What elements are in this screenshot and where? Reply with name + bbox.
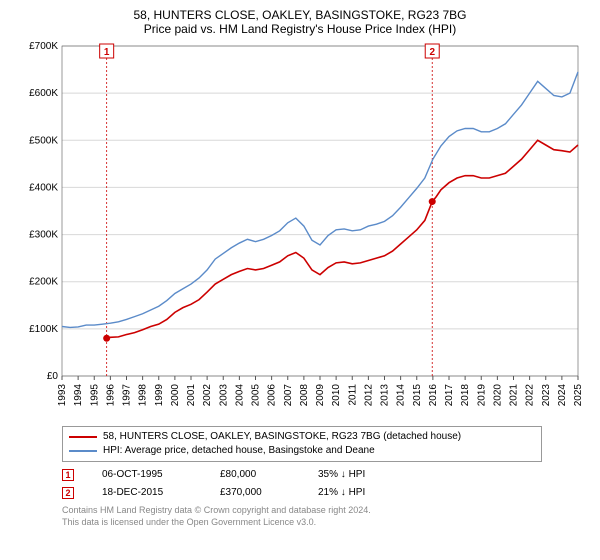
svg-text:2023: 2023 — [541, 384, 552, 407]
svg-text:2017: 2017 — [444, 384, 455, 407]
svg-text:1995: 1995 — [89, 384, 100, 407]
chart-area: £0 £100K £200K £300K £400K £500K £600K £700K 199… — [12, 40, 588, 420]
svg-text:2002: 2002 — [202, 384, 213, 407]
legend: 58, HUNTERS CLOSE, OAKLEY, BASINGSTOKE, … — [62, 426, 542, 462]
svg-text:2000: 2000 — [170, 384, 181, 407]
svg-text:2013: 2013 — [380, 384, 391, 407]
svg-text:2014: 2014 — [396, 384, 407, 407]
svg-text:2007: 2007 — [283, 384, 294, 407]
svg-text:2005: 2005 — [251, 384, 262, 407]
sale-date: 18-DEC-2015 — [102, 484, 192, 502]
svg-text:1993: 1993 — [57, 384, 68, 407]
svg-text:2001: 2001 — [186, 384, 197, 407]
chart-title: 58, HUNTERS CLOSE, OAKLEY, BASINGSTOKE, … — [12, 8, 588, 22]
svg-text:1996: 1996 — [105, 384, 116, 407]
svg-text:£600K: £600K — [29, 88, 58, 99]
chart-container: 58, HUNTERS CLOSE, OAKLEY, BASINGSTOKE, … — [0, 0, 600, 560]
chart-subtitle: Price paid vs. HM Land Registry's House … — [12, 22, 588, 36]
svg-text:2004: 2004 — [234, 384, 245, 407]
svg-text:2021: 2021 — [509, 384, 520, 407]
svg-text:2011: 2011 — [347, 384, 358, 406]
svg-text:2025: 2025 — [573, 384, 584, 407]
svg-text:£700K: £700K — [29, 41, 58, 52]
svg-text:2016: 2016 — [428, 384, 439, 407]
svg-text:2003: 2003 — [218, 384, 229, 407]
legend-swatch — [69, 436, 97, 438]
svg-text:2010: 2010 — [331, 384, 342, 407]
legend-swatch — [69, 450, 97, 452]
line-chart: £0 £100K £200K £300K £400K £500K £600K £700K 199… — [12, 40, 588, 420]
sale-marker: 1 — [62, 469, 74, 481]
sale-date: 06-OCT-1995 — [102, 466, 192, 484]
legend-item-property: 58, HUNTERS CLOSE, OAKLEY, BASINGSTOKE, … — [69, 430, 535, 444]
svg-text:£300K: £300K — [29, 230, 58, 241]
svg-text:1999: 1999 — [154, 384, 165, 407]
sale-price: £80,000 — [220, 466, 290, 484]
svg-text:£500K: £500K — [29, 135, 58, 146]
legend-label: HPI: Average price, detached house, Basi… — [103, 444, 375, 458]
sale-marker: 2 — [62, 487, 74, 499]
svg-text:2020: 2020 — [492, 384, 503, 407]
svg-text:2015: 2015 — [412, 384, 423, 407]
svg-text:2022: 2022 — [525, 384, 536, 407]
svg-text:1998: 1998 — [138, 384, 149, 407]
attribution-line: Contains HM Land Registry data © Crown c… — [62, 504, 588, 516]
svg-text:2018: 2018 — [460, 384, 471, 407]
sale-diff: 35% ↓ HPI — [318, 466, 365, 484]
svg-text:2012: 2012 — [363, 384, 374, 407]
attribution: Contains HM Land Registry data © Crown c… — [62, 504, 588, 528]
svg-text:1997: 1997 — [122, 384, 133, 407]
svg-text:2006: 2006 — [267, 384, 278, 407]
svg-text:2008: 2008 — [299, 384, 310, 407]
sale-price: £370,000 — [220, 484, 290, 502]
svg-text:£0: £0 — [47, 371, 59, 382]
svg-text:1994: 1994 — [73, 384, 84, 407]
svg-text:1: 1 — [104, 47, 110, 58]
svg-text:£200K: £200K — [29, 277, 58, 288]
svg-text:2009: 2009 — [315, 384, 326, 407]
svg-text:2019: 2019 — [476, 384, 487, 407]
sales-table: 1 06-OCT-1995 £80,000 35% ↓ HPI 2 18-DEC… — [62, 466, 588, 502]
sale-row: 1 06-OCT-1995 £80,000 35% ↓ HPI — [62, 466, 588, 484]
sale-diff: 21% ↓ HPI — [318, 484, 365, 502]
svg-text:£400K: £400K — [29, 182, 58, 193]
sale-row: 2 18-DEC-2015 £370,000 21% ↓ HPI — [62, 484, 588, 502]
legend-label: 58, HUNTERS CLOSE, OAKLEY, BASINGSTOKE, … — [103, 430, 461, 444]
attribution-line: This data is licensed under the Open Gov… — [62, 516, 588, 528]
legend-item-hpi: HPI: Average price, detached house, Basi… — [69, 444, 535, 458]
svg-text:2024: 2024 — [557, 384, 568, 407]
svg-text:£100K: £100K — [29, 324, 58, 335]
svg-text:2: 2 — [429, 47, 435, 58]
